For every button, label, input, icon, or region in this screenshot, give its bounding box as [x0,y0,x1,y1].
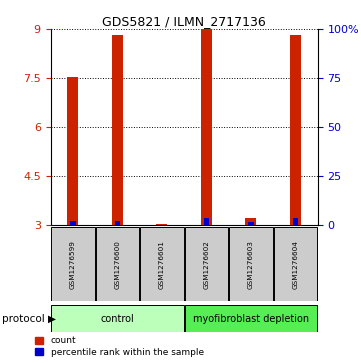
Bar [290,35,301,225]
Bar [112,35,123,225]
Legend: count, percentile rank within the sample: count, percentile rank within the sample [34,335,205,359]
Text: GSM1276603: GSM1276603 [248,240,254,289]
Text: GSM1276604: GSM1276604 [292,240,299,289]
Bar [70,221,75,225]
Bar [96,227,139,301]
Text: GSM1276599: GSM1276599 [70,240,76,289]
Bar [156,224,168,225]
Text: GSM1276600: GSM1276600 [114,240,120,289]
Text: GSM1276602: GSM1276602 [203,240,209,289]
Bar [293,218,298,225]
Bar [184,227,228,301]
Bar [51,305,184,332]
Bar [184,305,317,332]
Bar [67,77,78,225]
Text: myofibroblast depletion: myofibroblast depletion [193,314,309,323]
Bar [140,227,184,301]
Bar [51,227,95,301]
Text: GSM1276601: GSM1276601 [159,240,165,289]
Bar [114,221,120,225]
Bar [204,218,209,225]
Text: protocol ▶: protocol ▶ [2,314,56,323]
Bar [201,29,212,225]
Title: GDS5821 / ILMN_2717136: GDS5821 / ILMN_2717136 [102,15,266,28]
Bar [229,227,273,301]
Text: control: control [100,314,134,323]
Bar [245,218,256,225]
Bar [248,222,254,225]
Bar [274,227,317,301]
